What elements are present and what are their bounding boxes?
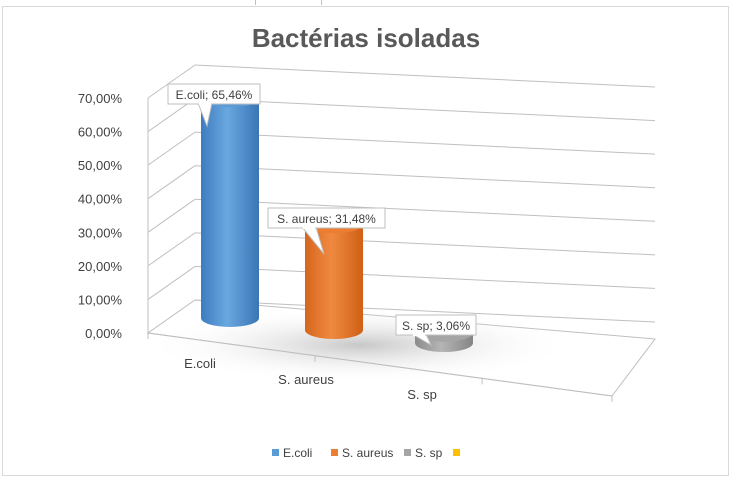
data-label: S. sp; 3,06% [402,319,470,333]
legend-item: S. aureus [331,446,393,460]
callout-join [199,102,211,105]
back-gridline [194,131,656,155]
legend-swatch [404,449,411,456]
legend-label: S. aureus [342,446,393,460]
data-label-callout: S. aureus; 31,48% [267,207,386,255]
category-label: S. aureus [278,372,334,387]
side-gridline [147,198,196,233]
legend-item [453,449,460,456]
bar-e-coli [201,89,259,327]
top-stub-marks [255,0,325,6]
legend-swatch [453,449,460,456]
callout-join [413,333,425,336]
back-gridline [194,165,656,189]
category-label: S. sp [407,387,437,402]
x-axis-line [147,332,613,397]
legend-item: S. sp [404,446,443,460]
bar-body [305,224,363,339]
category-labels: E.coli S. aureus S. sp [184,356,437,402]
y-tick-label: 10,00% [78,292,123,307]
callout-join [303,226,315,229]
y-tick-label: 0,00% [85,326,122,341]
back-gridline [194,232,656,256]
legend-label: S. sp [415,446,443,460]
back-gridline [194,64,656,88]
side-gridline [147,266,196,300]
side-gridline [147,232,196,267]
data-label: E.coli; 65,46% [176,88,253,102]
legend-swatch [331,449,338,456]
legend-item: E.coli [272,446,312,460]
data-labels: E.coli; 65,46% S. aureus; 31,48% S. sp; 3,… [167,83,477,347]
data-label: S. aureus; 31,48% [277,212,376,226]
y-tick-label: 60,00% [78,125,123,140]
back-gridline [194,98,656,122]
y-tick-label: 20,00% [78,259,123,274]
callout-box [167,83,261,105]
side-gridline [147,165,196,200]
bar-body [201,98,259,327]
y-tick-label: 30,00% [78,225,123,240]
y-tick-label: 50,00% [78,158,123,173]
side-gridline [147,131,196,166]
data-label-callout: S. sp; 3,06% [395,314,477,347]
back-gridline [194,265,656,289]
callout-box [267,207,386,229]
y-tick-label: 40,00% [78,192,123,207]
y-tick-label: 70,00% [78,91,123,106]
legend-label: E.coli [283,446,312,460]
side-gridline [147,64,196,99]
y-axis-ticks: 0,00% 10,00% 20,00% 30,00% 40,00% 50,00% 60,00… [78,91,123,341]
category-label: E.coli [184,356,216,371]
callout-box [395,314,477,336]
back-gridline [194,198,656,222]
chart-title: Bactérias isoladas [252,23,480,53]
data-label-callout: E.coli; 65,46% [167,83,261,128]
legend: E.coli S. aureus S. sp [272,446,460,460]
legend-swatch [272,449,279,456]
